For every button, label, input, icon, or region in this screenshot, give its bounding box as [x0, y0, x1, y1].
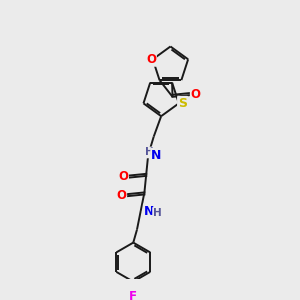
Text: S: S: [178, 97, 187, 110]
Text: O: O: [116, 189, 126, 202]
Text: F: F: [129, 290, 137, 300]
Text: N: N: [144, 205, 154, 218]
Text: H: H: [153, 208, 162, 218]
Text: O: O: [146, 53, 156, 66]
Text: H: H: [145, 147, 153, 158]
Text: N: N: [151, 149, 162, 162]
Text: O: O: [191, 88, 201, 101]
Text: O: O: [118, 170, 128, 183]
